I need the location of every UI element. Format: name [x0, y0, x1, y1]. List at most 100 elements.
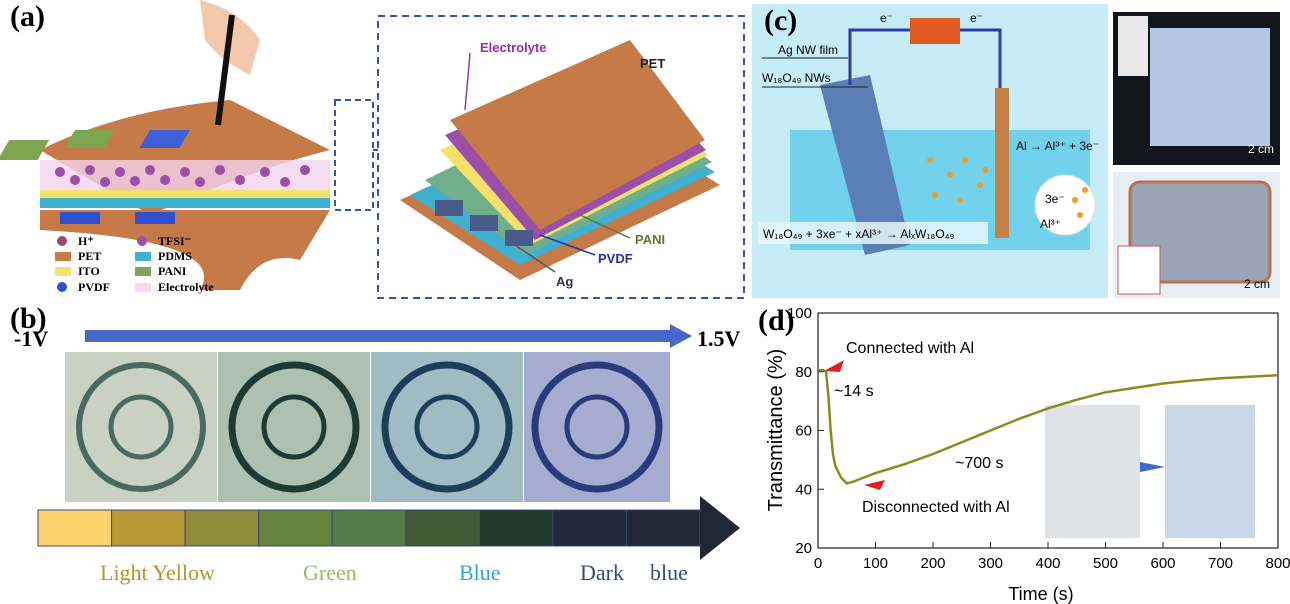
x-tick-label: 200	[920, 555, 945, 572]
legend-label: PDMS	[158, 249, 192, 263]
legend-swatch	[137, 236, 147, 246]
meter	[910, 18, 960, 44]
legend-label: PANI	[158, 264, 187, 278]
electron-label: e⁻	[880, 11, 893, 25]
seal	[108, 394, 174, 460]
x-tick-label: 300	[978, 555, 1003, 572]
pani-pad	[64, 130, 115, 148]
x-axis-title: Time (s)	[1008, 584, 1073, 604]
ions	[55, 165, 310, 187]
callout: Ag	[556, 274, 573, 289]
callout-line	[514, 244, 556, 273]
y-tick-label: 40	[795, 481, 812, 498]
panel-label: (a)	[10, 0, 45, 33]
pdms-layer	[40, 198, 330, 208]
color-name: Light Yellow	[100, 560, 215, 585]
legend-label: PET	[78, 249, 101, 263]
color-name: Dark	[580, 560, 624, 585]
seal	[261, 394, 327, 460]
reaction: W₁₈O₄₉ + 3xe⁻ + xAl³⁺ → AlₓW₁₈O₄₉	[763, 227, 955, 241]
pvdf-pad	[60, 212, 100, 224]
color-swatch	[405, 509, 480, 547]
x-tick-label: 800	[1265, 555, 1290, 572]
y-tick-label: 80	[795, 364, 812, 381]
annotation: Disconnected with Al	[862, 499, 1010, 516]
y-tick-label: 60	[795, 423, 812, 440]
photo	[65, 352, 217, 502]
ion-label: Al³⁺	[1040, 217, 1061, 231]
nw-film	[820, 75, 910, 255]
legend-label: Electrolyte	[158, 280, 214, 294]
callout-line	[579, 214, 631, 239]
panel-d: (d) Time (s) Transmittance (%) Connected…	[758, 304, 1290, 604]
legend-label: ITO	[78, 264, 100, 278]
pani-pad	[0, 140, 50, 160]
legend-label: PVDF	[78, 280, 110, 294]
wire	[848, 28, 1002, 88]
legend-label: H⁺	[78, 234, 94, 248]
photo	[218, 352, 370, 502]
y-axis-title: Transmittance (%)	[765, 349, 787, 512]
panel-label: (b)	[10, 302, 47, 335]
legend-swatch	[135, 252, 151, 261]
color-swatch	[258, 509, 333, 547]
color-swatch	[37, 509, 113, 547]
seal	[531, 361, 663, 493]
color-swatch	[331, 509, 407, 547]
panel-a: (a) H⁺ PET ITO PVDF TFSI⁻ PDMS PANI Elec…	[0, 0, 745, 299]
panel-label: (c)	[764, 4, 797, 37]
x-tick-label: 700	[1208, 555, 1233, 572]
photo	[371, 352, 523, 502]
voltage-arrow	[85, 330, 670, 342]
y-tick-label: 20	[795, 540, 812, 557]
scale-bar-label: 2 cm	[1244, 277, 1270, 291]
seal	[414, 394, 480, 460]
ag-electrode	[470, 215, 498, 231]
reaction: Al → Al³⁺ + 3e⁻	[1016, 139, 1099, 153]
legend-label: TFSI⁻	[158, 234, 191, 248]
annotation-arrow	[864, 480, 885, 490]
callout-line	[464, 52, 471, 111]
x-tick-label: 0	[814, 555, 822, 572]
device-bottom-sheet	[40, 210, 330, 290]
inset	[1118, 16, 1148, 76]
inset-arrow	[1140, 462, 1165, 472]
color-bar-arrow	[700, 496, 740, 560]
color-name: blue	[650, 560, 688, 585]
pvdf-pad	[139, 130, 190, 148]
zoom-circle	[1034, 174, 1096, 236]
seal	[381, 361, 513, 493]
callout: PVDF	[598, 251, 633, 266]
legend-swatch	[55, 252, 71, 261]
al-electrode	[995, 88, 1009, 238]
annotation: ~14 s	[834, 383, 874, 400]
electron-label: e⁻	[970, 11, 983, 25]
annotation: ~700 s	[955, 455, 1003, 472]
legend-swatch	[55, 267, 71, 276]
equation-box	[758, 222, 988, 244]
callout: Electrolyte	[480, 40, 546, 55]
seal	[564, 394, 630, 460]
color-swatch	[478, 509, 554, 547]
zoom-box	[334, 99, 374, 211]
x-tick-label: 600	[1150, 555, 1175, 572]
voltage-start: -1V	[14, 326, 48, 351]
photo	[524, 352, 670, 502]
x-tick-label: 500	[1093, 555, 1118, 572]
legend-swatch	[135, 267, 151, 276]
panel-b: (b) -1V 1.5V Light Yellow Green Blue Dar…	[10, 302, 741, 585]
legend-swatch	[57, 236, 67, 246]
pet-top	[450, 40, 705, 230]
legend: H⁺ PET ITO PVDF TFSI⁻ PDMS PANI Electrol…	[55, 234, 214, 294]
callout: PANI	[635, 232, 665, 247]
inset-photo	[1045, 405, 1140, 538]
display	[1150, 28, 1270, 146]
seal	[228, 361, 360, 493]
callout: PET	[640, 56, 665, 71]
flexible-device	[1128, 180, 1272, 284]
panel-c: (c) Ag NW film W₁₈O₄₉ NWs e⁻ e⁻ Al → Al³…	[752, 4, 1280, 298]
color-name: Blue	[459, 560, 501, 585]
color-swatch	[184, 509, 260, 547]
